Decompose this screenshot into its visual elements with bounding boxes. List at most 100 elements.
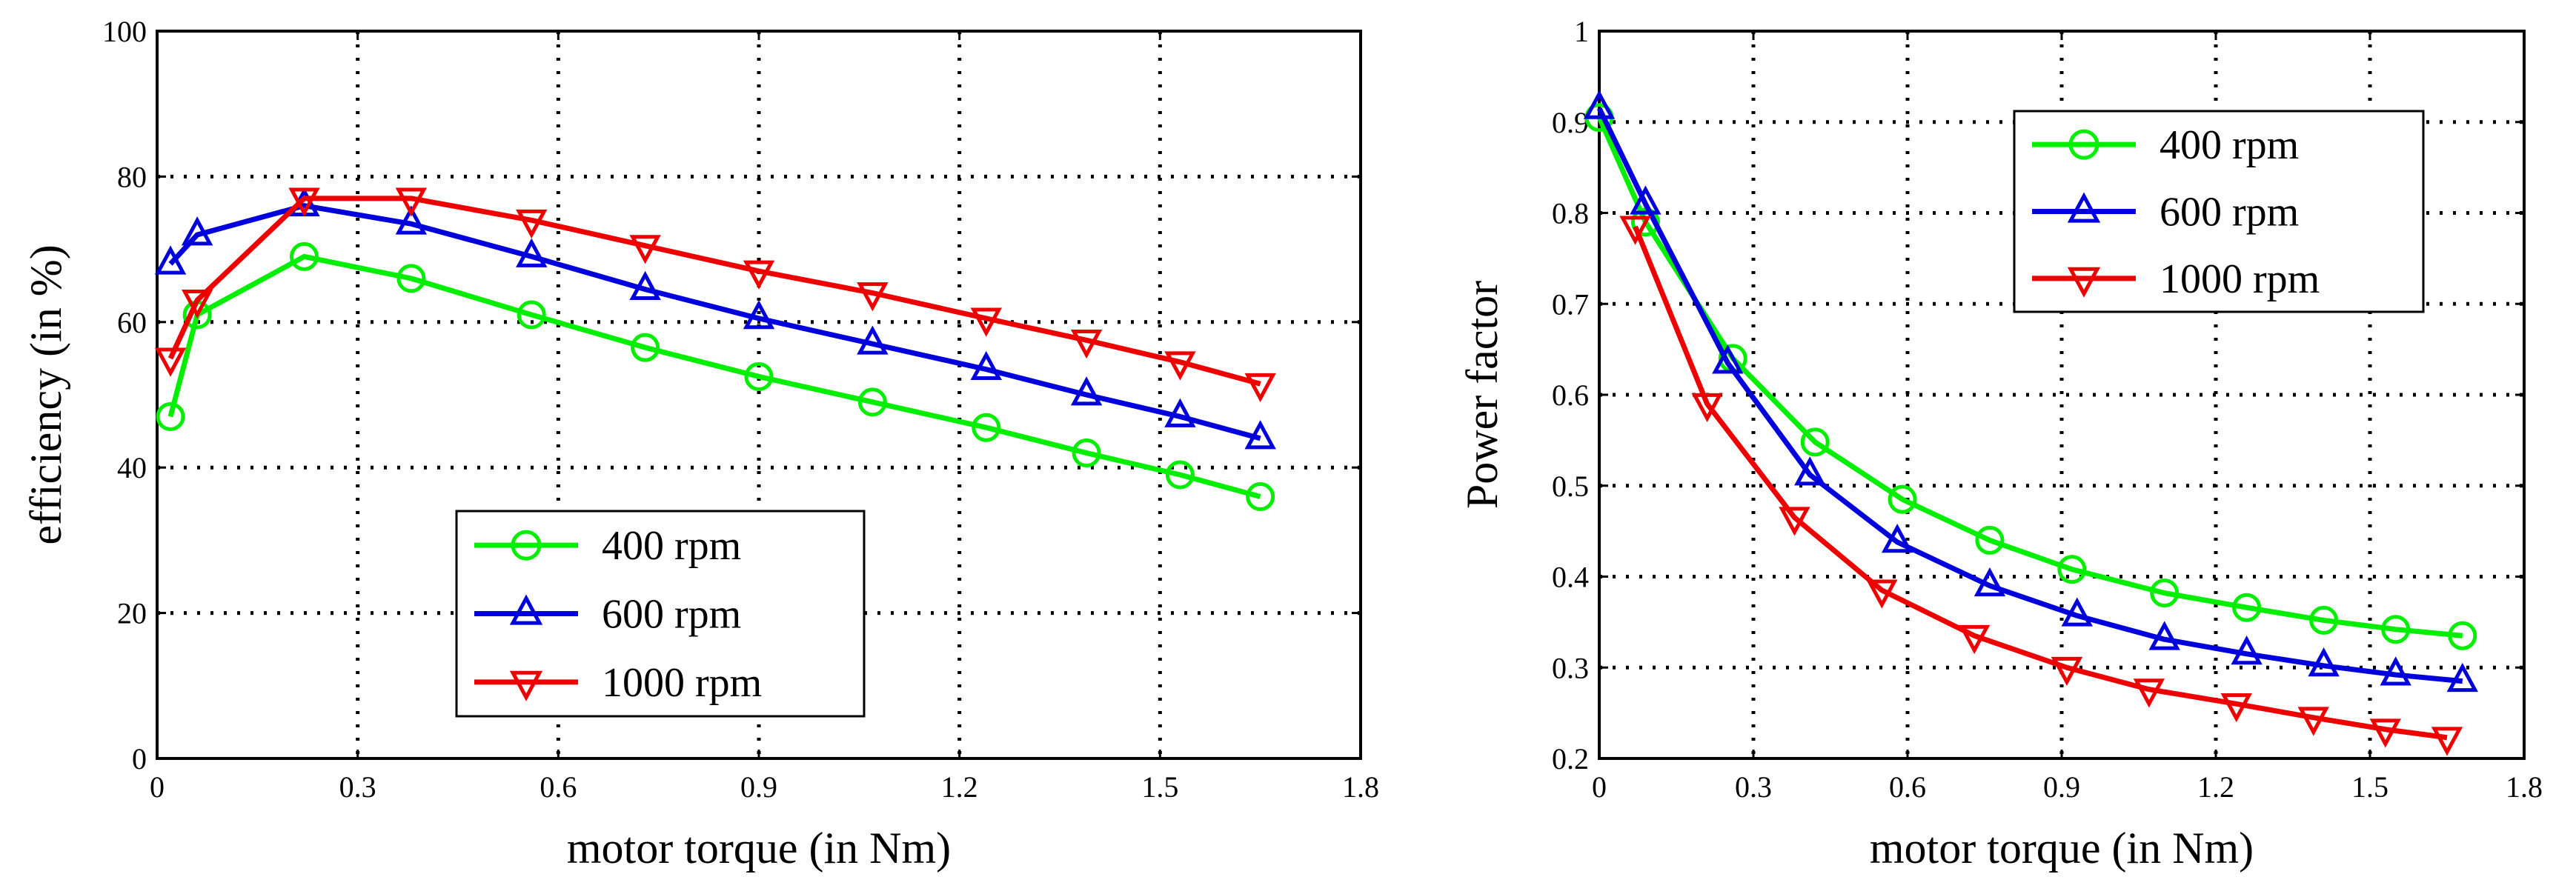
x-tick-label: 1.5 bbox=[1141, 770, 1178, 804]
data-point-1000-rpm bbox=[1691, 393, 1723, 423]
efficiency-chart: 0 0.3 0.6 0.9 1.2 1.5 1.8 0 20 40 60 80 100 motor tor… bbox=[21, 15, 1379, 873]
legend-label: 1000 rpm bbox=[602, 660, 762, 706]
data-point-400-rpm bbox=[2150, 578, 2180, 608]
data-point-600-rpm bbox=[857, 325, 889, 355]
data-point-600-rpm bbox=[154, 245, 187, 275]
legend-marker-400-rpm bbox=[2068, 129, 2099, 160]
data-point-400-rpm bbox=[1800, 427, 1830, 457]
series-line-600-rpm bbox=[168, 203, 1261, 441]
data-point-1000-rpm bbox=[2051, 656, 2083, 687]
data-point-600-rpm bbox=[1630, 185, 1662, 215]
data-point-1000-rpm bbox=[857, 282, 889, 312]
legend-marker-400-rpm bbox=[511, 530, 542, 561]
data-point-400-rpm bbox=[1246, 481, 1275, 511]
x-tick-label: 0 bbox=[150, 770, 165, 804]
legend-marker-600-rpm bbox=[2067, 192, 2101, 223]
y-tick-label: 0.3 bbox=[1552, 651, 1589, 684]
y-tick-label: 60 bbox=[117, 306, 147, 339]
data-point-1000-rpm bbox=[395, 187, 428, 217]
x-tick-label: 1.2 bbox=[2197, 770, 2234, 804]
y-tick-label: 0.8 bbox=[1552, 197, 1589, 230]
data-point-400-rpm bbox=[1165, 460, 1195, 490]
legend-label: 400 rpm bbox=[2160, 122, 2299, 168]
y-tick-label: 80 bbox=[117, 160, 147, 193]
data-point-400-rpm bbox=[1072, 438, 1101, 468]
data-point-1000-rpm bbox=[2220, 693, 2252, 723]
data-point-400-rpm bbox=[2448, 621, 2477, 650]
y-tick-label: 20 bbox=[117, 597, 147, 630]
data-point-1000-rpm bbox=[516, 209, 548, 239]
legend-label: 600 rpm bbox=[602, 592, 741, 638]
x-tick-label: 1.5 bbox=[2351, 770, 2389, 804]
data-point-1000-rpm bbox=[1619, 216, 1651, 245]
data-point-1000-rpm bbox=[2431, 727, 2463, 756]
data-point-400-rpm bbox=[857, 387, 887, 417]
legend-label: 400 rpm bbox=[602, 523, 741, 569]
x-tick-label: 0.6 bbox=[1889, 770, 1926, 804]
y-tick-label: 100 bbox=[102, 15, 147, 48]
x-tick-label: 0.3 bbox=[339, 770, 376, 804]
x-tick-label: 1.2 bbox=[941, 770, 978, 804]
y-tick-label: 0.6 bbox=[1552, 378, 1589, 412]
data-point-600-rpm bbox=[1881, 524, 1913, 553]
x-axis-title: motor torque (in Nm) bbox=[567, 824, 951, 873]
y-tick-label: 40 bbox=[117, 451, 147, 484]
legend-marker-600-rpm bbox=[509, 594, 543, 625]
data-point-400-rpm bbox=[2232, 593, 2262, 622]
data-point-600-rpm bbox=[629, 270, 661, 301]
data-point-600-rpm bbox=[2148, 621, 2180, 650]
y-tick-label: 0.9 bbox=[1552, 106, 1589, 139]
y-tick-label: 0 bbox=[132, 742, 147, 775]
data-point-1000-rpm bbox=[1779, 507, 1810, 536]
data-point-1000-rpm bbox=[288, 187, 320, 217]
data-point-600-rpm bbox=[1070, 376, 1103, 406]
series-line-1000-rpm bbox=[167, 196, 1261, 387]
y-tick-label: 0.5 bbox=[1552, 470, 1589, 503]
data-point-400-rpm bbox=[1888, 484, 1917, 514]
x-tick-label: 0 bbox=[1592, 770, 1607, 804]
x-tick-label: 1.8 bbox=[2506, 770, 2543, 804]
y-axis-title: efficiency (in %) bbox=[21, 244, 70, 544]
data-point-400-rpm bbox=[517, 300, 546, 330]
data-point-600-rpm bbox=[1712, 344, 1744, 374]
x-axis-title: motor torque (in Nm) bbox=[1870, 824, 2254, 873]
data-point-1000-rpm bbox=[1070, 329, 1103, 359]
data-point-1000-rpm bbox=[154, 347, 187, 377]
data-point-600-rpm bbox=[743, 300, 775, 330]
data-point-1000-rpm bbox=[1244, 373, 1276, 403]
data-point-600-rpm bbox=[1164, 398, 1196, 427]
data-point-600-rpm bbox=[1583, 90, 1616, 119]
data-point-600-rpm bbox=[516, 238, 548, 267]
x-tick-label: 0.3 bbox=[1735, 770, 1772, 804]
x-tick-label: 0.6 bbox=[540, 770, 577, 804]
data-point-400-rpm bbox=[289, 241, 319, 271]
x-tick-label: 1.8 bbox=[1342, 770, 1379, 804]
data-point-400-rpm bbox=[2381, 615, 2411, 644]
series-line-400-rpm bbox=[167, 253, 1261, 499]
data-point-400-rpm bbox=[2309, 605, 2339, 635]
data-point-1000-rpm bbox=[1866, 579, 1898, 609]
data-point-600-rpm bbox=[1244, 420, 1276, 450]
data-point-400-rpm bbox=[1975, 525, 2005, 555]
legend-label: 600 rpm bbox=[2160, 190, 2299, 236]
x-tick-label: 0.9 bbox=[2043, 770, 2080, 804]
data-point-400-rpm bbox=[744, 361, 774, 391]
data-point-600-rpm bbox=[181, 216, 213, 246]
data-point-1000-rpm bbox=[2133, 678, 2165, 708]
data-point-600-rpm bbox=[395, 205, 428, 235]
series-line-1000-rpm bbox=[1633, 225, 2448, 741]
data-point-400-rpm bbox=[972, 413, 1001, 442]
legend-marker-1000-rpm bbox=[509, 670, 543, 701]
y-tick-label: 1 bbox=[1574, 15, 1589, 48]
data-point-400-rpm bbox=[156, 401, 185, 431]
x-tick-label: 0.9 bbox=[740, 770, 777, 804]
legend-label: 1000 rpm bbox=[2160, 256, 2320, 302]
data-point-1000-rpm bbox=[1958, 624, 1991, 655]
data-point-600-rpm bbox=[1794, 456, 1826, 486]
data-point-1000-rpm bbox=[181, 289, 213, 319]
legend-marker-1000-rpm bbox=[2067, 267, 2101, 298]
data-point-1000-rpm bbox=[629, 235, 661, 264]
data-point-400-rpm bbox=[396, 264, 426, 293]
plot-frame bbox=[1598, 30, 2526, 760]
data-point-1000-rpm bbox=[1164, 351, 1196, 381]
